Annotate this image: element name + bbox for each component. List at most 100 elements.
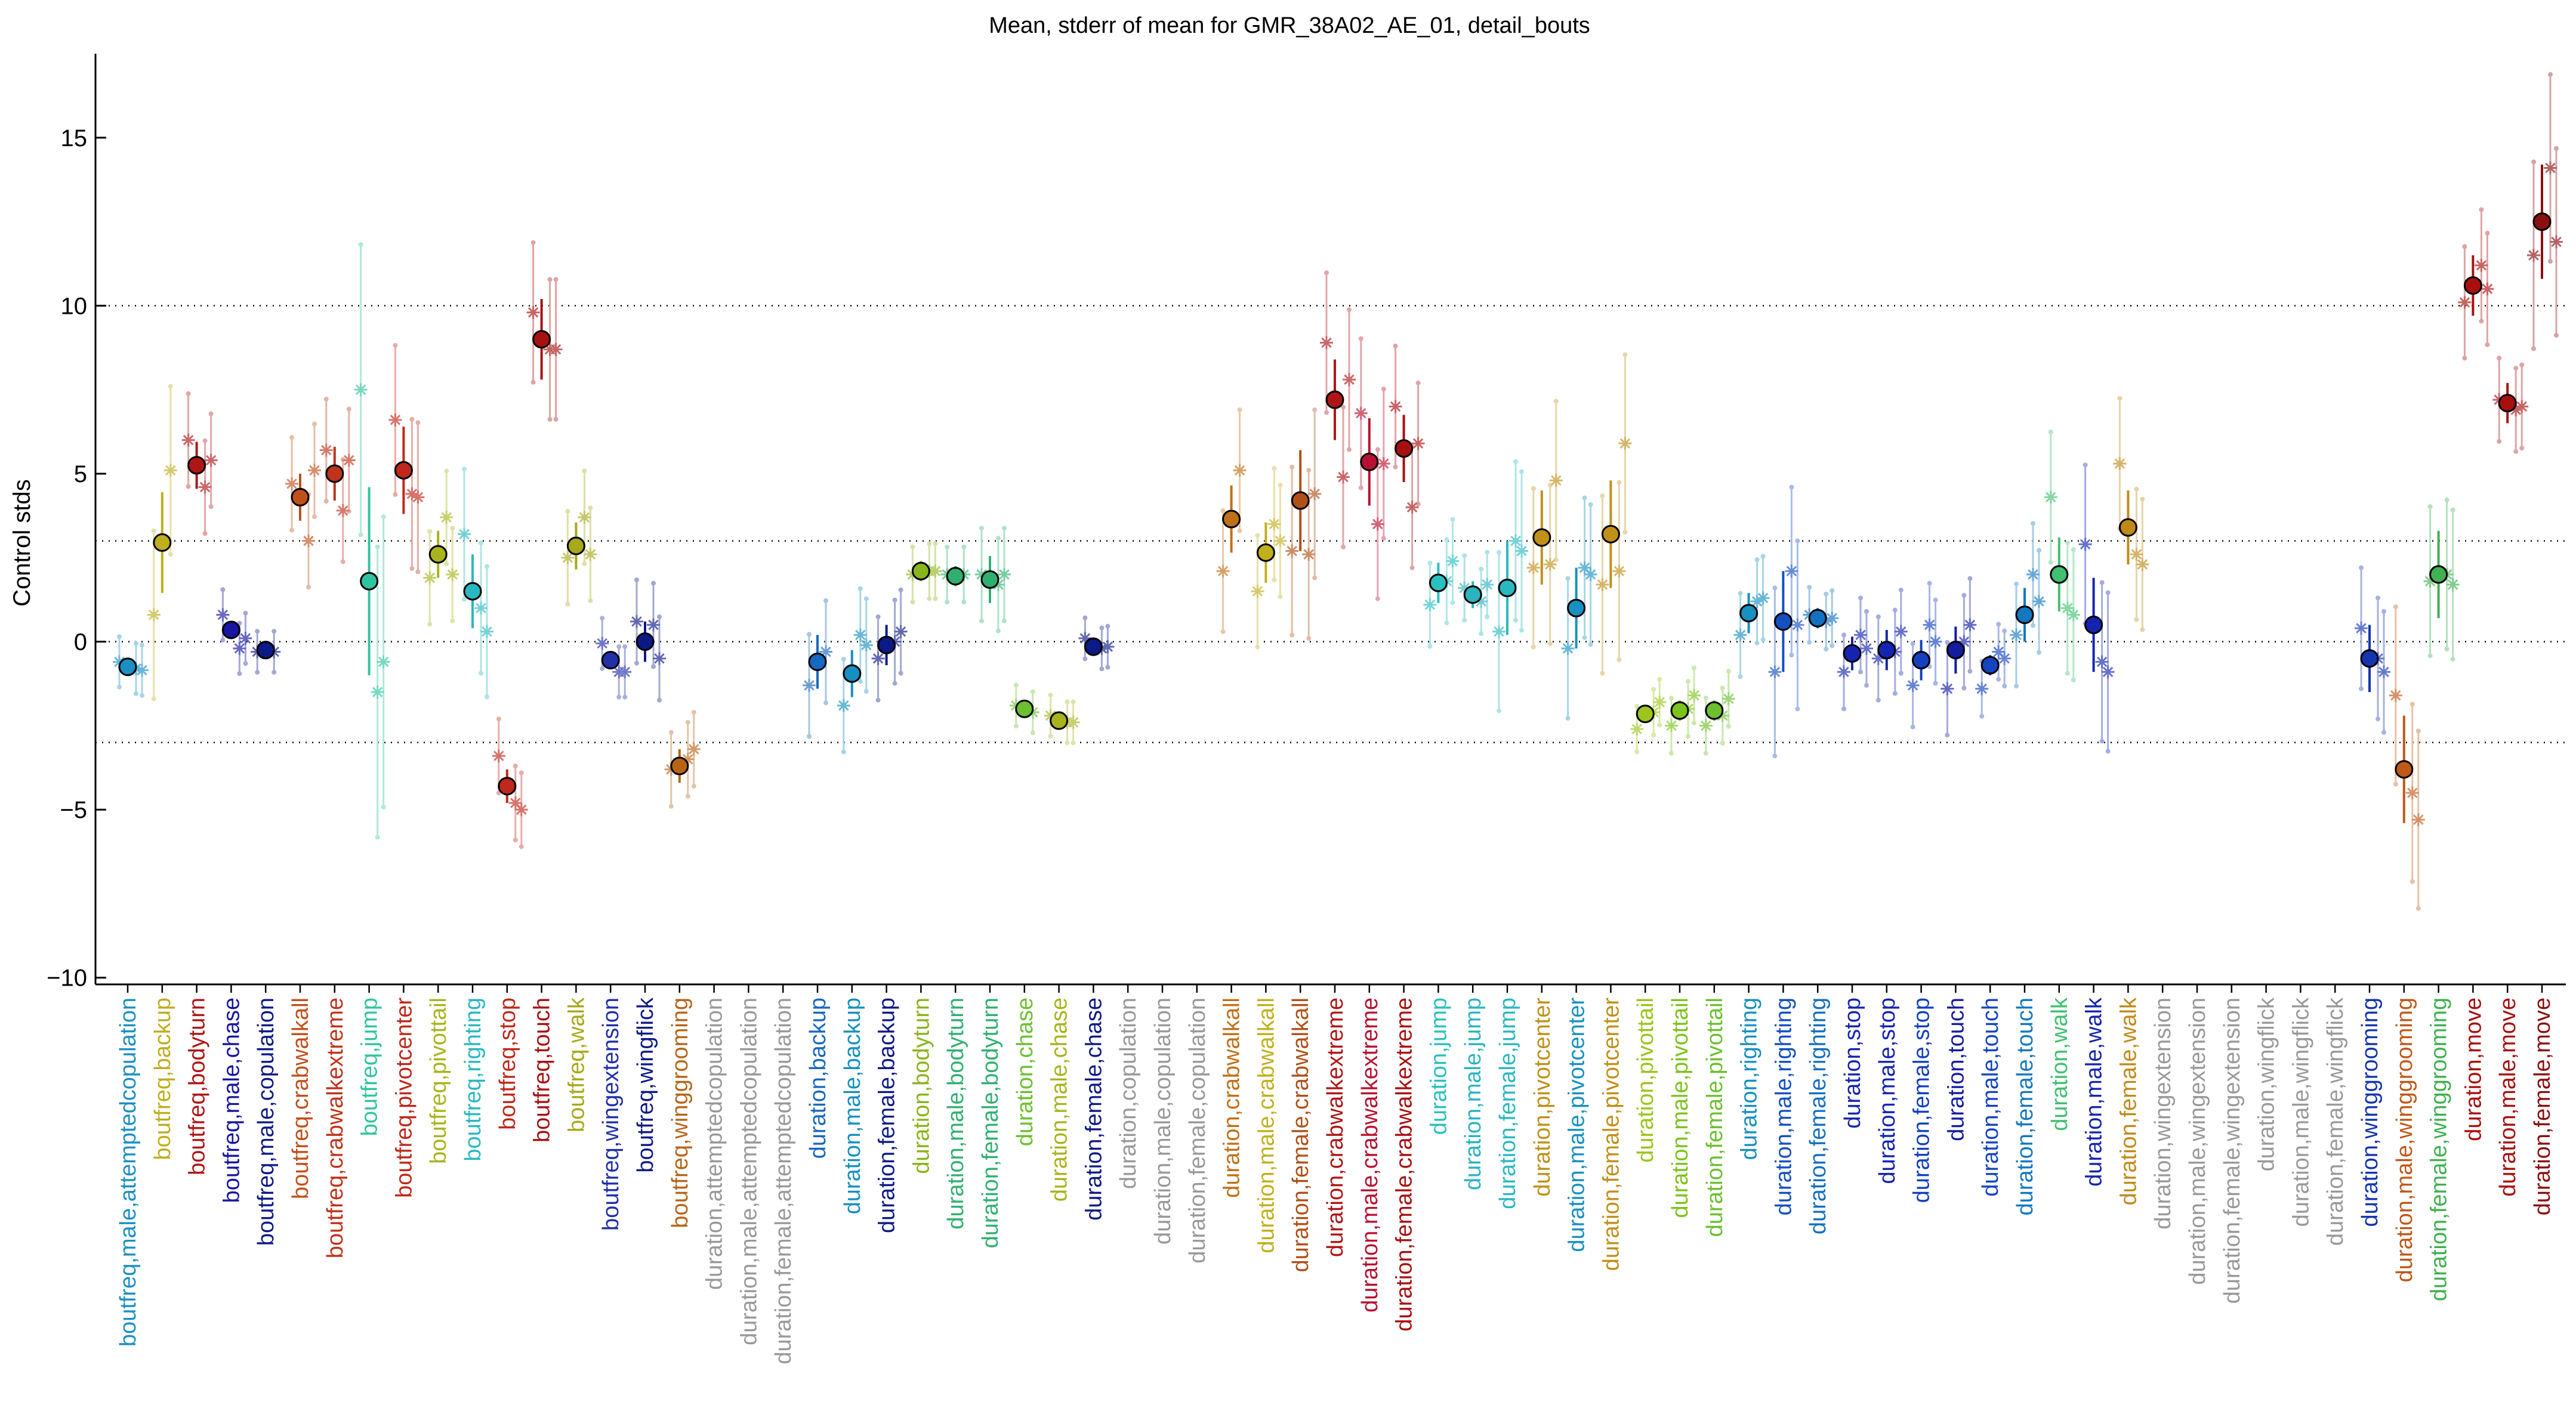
replicate-marker	[2060, 601, 2074, 615]
replicate-error-cap	[1013, 683, 1019, 688]
mean-point	[1912, 651, 1931, 670]
x-tick-label: duration,female,attemptedcopulation	[771, 998, 796, 1364]
replicate-error-cap	[1565, 715, 1571, 721]
replicate-error-cap	[910, 600, 915, 605]
mean-point	[463, 582, 482, 601]
replicate-error-cap	[1479, 631, 1484, 637]
replicate-error-cap	[323, 499, 329, 504]
x-tick-label: duration,crabwalkextreme	[1323, 998, 1348, 1257]
replicate-error-cap	[1686, 734, 1690, 739]
replicate-error-cap	[2519, 446, 2525, 451]
replicate-marker	[584, 548, 597, 561]
replicate-error-cap	[892, 681, 897, 686]
replicate-marker	[1411, 437, 1425, 450]
replicate-error-cap	[616, 644, 622, 650]
x-tick-label: boutfreq,male,copulation	[254, 998, 279, 1246]
replicate-marker	[1371, 517, 1384, 531]
replicate-error-cap	[151, 696, 156, 702]
replicate-error-cap	[2359, 686, 2364, 691]
mean-point	[291, 487, 310, 507]
replicate-error-cap	[2427, 504, 2433, 509]
x-tick-label: duration,female,pivotcenter	[1599, 998, 1624, 1271]
replicate-error-cap	[1375, 447, 1380, 452]
replicate-error-cap	[1634, 749, 1640, 755]
replicate-error-cap	[1910, 641, 1915, 646]
replicate-error-cap	[289, 435, 294, 440]
x-tick-label: duration,stop	[1840, 998, 1865, 1129]
replicate-error-cap	[1105, 665, 1110, 670]
mean-point	[1222, 509, 1241, 529]
replicate-error-cap	[1858, 595, 1863, 601]
x-tick-label: duration,female,bodyturn	[978, 998, 1003, 1248]
replicate-error-cap	[444, 561, 449, 566]
replicate-marker	[388, 413, 402, 427]
replicate-error-cap	[393, 492, 398, 497]
replicate-error-cap	[1898, 671, 1904, 676]
replicate-error-cap	[823, 700, 828, 706]
replicate-error-cap	[1531, 644, 1536, 650]
replicate-error-cap	[208, 504, 214, 509]
replicate-error-cap	[961, 544, 967, 549]
mean-point	[1532, 528, 1551, 547]
replicate-marker	[411, 490, 425, 504]
replicate-error-cap	[1616, 657, 1622, 662]
replicate-error-cap	[1324, 410, 1329, 415]
replicate-error-cap	[1272, 465, 1277, 471]
replicate-marker	[2026, 567, 2040, 581]
mean-point	[1980, 656, 2000, 675]
reference-lines	[95, 305, 2566, 743]
mean-point	[946, 567, 965, 586]
x-tick-label: duration,male,righting	[1771, 998, 1796, 1215]
replicate-error-cap	[1830, 588, 1835, 593]
replicate-error-cap	[1945, 640, 1950, 645]
replicate-marker	[1975, 682, 1989, 696]
y-axis-label: Control stds	[9, 479, 35, 606]
y-tick-label: 0	[74, 629, 87, 656]
mean-point	[1843, 644, 1862, 663]
replicate-error-cap	[1272, 577, 1277, 582]
replicate-error-cap	[2450, 656, 2455, 662]
replicate-error-cap	[346, 406, 351, 412]
replicate-marker	[2066, 608, 2080, 622]
replicate-error-cap	[312, 514, 317, 520]
x-tick-label: duration,male,winggrooming	[2392, 998, 2417, 1282]
replicate-marker	[2130, 548, 2143, 561]
x-tick-label: duration,male,wingextension	[2185, 998, 2210, 1285]
x-tick-label: duration,winggrooming	[2358, 998, 2383, 1227]
mean-point	[1463, 585, 1482, 604]
replicate-error-cap	[2071, 547, 2076, 552]
replicate-error-cap	[312, 421, 317, 427]
mean-point	[2463, 276, 2482, 295]
x-tick-label: duration,female,wingextension	[2220, 998, 2245, 1304]
replicate-error-cap	[1497, 549, 1501, 555]
mean-point	[1705, 701, 1724, 720]
replicate-error-cap	[1600, 671, 1605, 676]
replicate-marker	[630, 615, 643, 628]
replicate-error-cap	[2031, 623, 2035, 628]
replicate-error-cap	[1657, 722, 1662, 728]
x-tick-label: duration,female,wingflick	[2323, 997, 2348, 1246]
replicate-markers	[113, 161, 2563, 827]
replicate-marker	[308, 464, 321, 477]
replicate-error-cap	[2410, 702, 2415, 707]
replicate-error-cap	[1565, 576, 1571, 581]
replicate-error-cap	[496, 717, 501, 722]
replicate-error-cap	[140, 693, 144, 698]
replicate-error-cap	[1961, 685, 1967, 691]
x-tick-label: duration,pivotcenter	[1530, 998, 1555, 1197]
replicate-error-cap	[651, 580, 656, 586]
replicate-marker	[302, 534, 315, 548]
replicate-error-cap	[1789, 653, 1794, 658]
replicate-error-cap	[485, 694, 489, 699]
replicate-error-cap	[1875, 614, 1881, 619]
replicate-error-cap	[2513, 366, 2519, 371]
replicate-error-cap	[857, 679, 863, 684]
replicate-error-cap	[243, 661, 248, 666]
replicate-marker	[859, 638, 873, 652]
replicate-error-cap	[622, 694, 628, 700]
replicate-marker	[204, 453, 218, 467]
replicate-marker	[1066, 715, 1080, 729]
replicate-error-cap	[462, 597, 467, 602]
replicate-error-cap	[616, 694, 622, 700]
replicate-error-cap	[1082, 615, 1088, 620]
